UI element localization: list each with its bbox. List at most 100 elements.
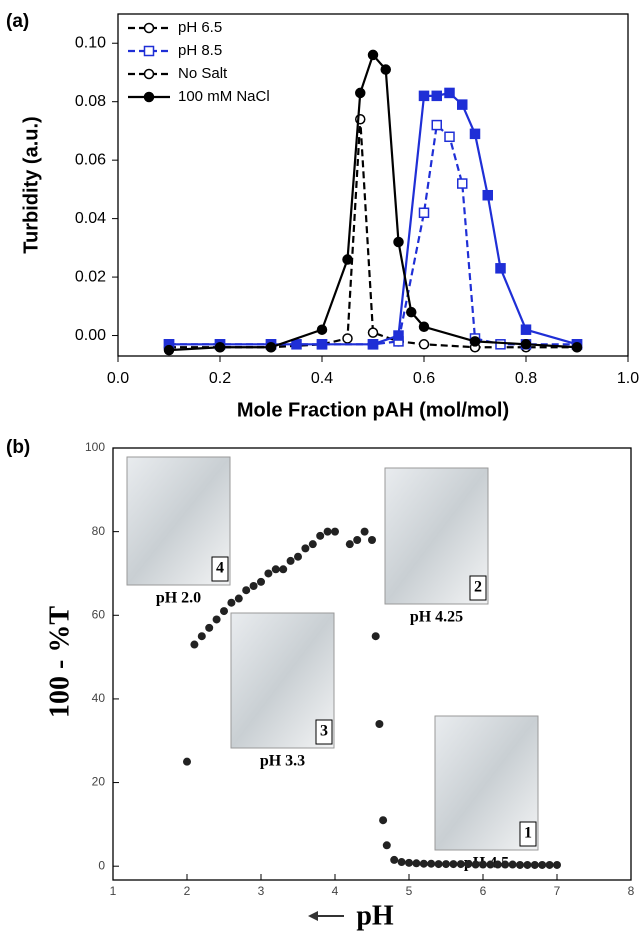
point <box>434 860 443 869</box>
marker <box>367 339 379 350</box>
series-line <box>168 52 578 352</box>
photo-number: 1 <box>524 825 532 842</box>
y-axis-label: Turbidity (a.u.) <box>20 116 42 253</box>
marker <box>163 344 175 356</box>
point <box>523 860 532 869</box>
photo-number-box <box>519 821 537 847</box>
photo-number-box <box>315 719 333 745</box>
series-line <box>169 119 577 349</box>
x-tick-label: 1.0 <box>617 370 639 387</box>
marker <box>355 87 366 99</box>
legend-label: pH 8.5 <box>178 42 222 59</box>
photo-caption: pH 3.3 <box>260 753 305 770</box>
marker <box>291 339 302 350</box>
marker <box>431 119 442 131</box>
x-tick-label: 4 <box>332 884 339 898</box>
point <box>368 536 376 545</box>
point <box>234 594 243 603</box>
point <box>227 598 236 607</box>
x-tick-label: 0.0 <box>107 370 129 387</box>
panel-label: (b) <box>6 437 30 458</box>
point <box>220 607 228 616</box>
marker <box>143 45 155 57</box>
point <box>427 859 436 868</box>
legend-label: 100 mM NaCl <box>178 88 270 105</box>
point <box>183 757 191 766</box>
marker <box>367 49 379 61</box>
y-tick-label: 0.02 <box>75 268 106 285</box>
y-tick-label: 20 <box>92 775 106 789</box>
x-tick-label: 6 <box>480 884 487 898</box>
point <box>353 536 362 545</box>
point <box>379 816 388 825</box>
marker <box>469 336 481 347</box>
point <box>382 841 391 850</box>
x-tick-label: 5 <box>406 884 413 898</box>
marker <box>469 128 481 140</box>
marker <box>143 68 155 80</box>
x-tick-label: 0.2 <box>209 370 231 387</box>
point <box>412 859 421 868</box>
point <box>419 859 428 868</box>
plot-frame <box>117 13 629 357</box>
y-tick-label: 80 <box>92 524 106 538</box>
point <box>294 552 302 561</box>
marker <box>457 178 468 189</box>
x-tick-label: 2 <box>184 884 191 898</box>
marker <box>214 341 226 353</box>
point <box>405 858 413 867</box>
marker <box>418 339 430 350</box>
x-tick-label: 7 <box>554 884 561 898</box>
point <box>301 544 310 553</box>
y-tick-label: 0.04 <box>75 210 106 227</box>
marker <box>393 236 404 248</box>
point <box>345 540 354 549</box>
point <box>279 565 288 574</box>
y-tick-label: 0.06 <box>75 151 106 168</box>
point <box>479 860 487 869</box>
marker <box>520 324 532 335</box>
point <box>397 858 406 867</box>
point <box>375 720 384 729</box>
series-line <box>169 91 578 346</box>
point <box>538 860 547 869</box>
marker <box>316 324 328 335</box>
point <box>360 527 369 536</box>
x-tick-label: 8 <box>628 884 635 898</box>
marker <box>143 22 155 34</box>
arrow-head <box>308 911 318 921</box>
point <box>308 540 317 549</box>
point <box>553 860 561 869</box>
photo <box>230 612 335 749</box>
x-tick-label: 3 <box>258 884 265 898</box>
marker <box>431 90 442 102</box>
marker <box>418 90 430 102</box>
series-line <box>169 122 577 346</box>
point <box>545 860 554 869</box>
point <box>464 860 473 869</box>
point <box>286 556 295 565</box>
legend-label: pH 6.5 <box>178 19 222 36</box>
photo-number-box <box>211 556 229 582</box>
marker <box>143 91 155 103</box>
x-tick-label: 1 <box>110 884 117 898</box>
point <box>323 527 332 536</box>
legend-label: No Salt <box>178 65 228 82</box>
marker <box>571 341 583 353</box>
point <box>197 632 206 641</box>
marker <box>444 87 455 99</box>
plot-frame <box>112 447 632 881</box>
point <box>486 860 495 869</box>
y-tick-label: 100 <box>85 440 105 454</box>
marker <box>418 207 430 219</box>
photo-caption: pH 2.0 <box>156 590 201 607</box>
point <box>501 860 510 869</box>
y-tick-label: 0.00 <box>75 327 106 344</box>
x-axis-label: Mole Fraction pAH (mol/mol) <box>237 399 509 421</box>
point <box>493 860 502 869</box>
point <box>271 565 280 574</box>
marker <box>418 321 430 333</box>
y-tick-label: 40 <box>92 691 106 705</box>
point <box>190 640 199 649</box>
point <box>212 615 221 624</box>
